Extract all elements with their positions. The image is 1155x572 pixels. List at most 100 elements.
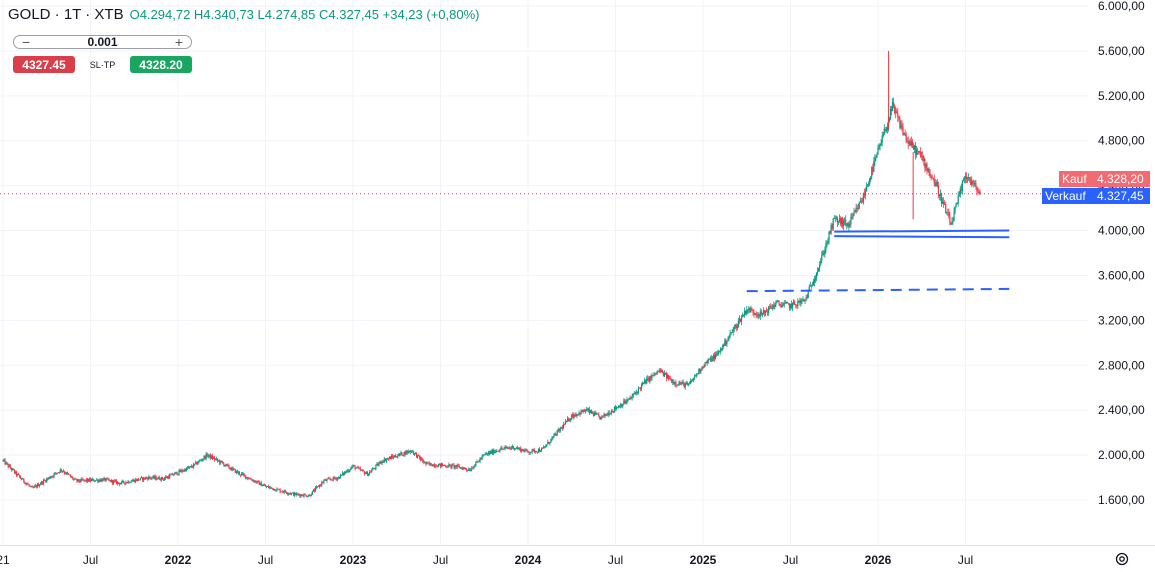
candle-body — [113, 480, 116, 482]
settings-gear-icon[interactable] — [1114, 551, 1130, 567]
support-trendline — [834, 229, 1010, 233]
candle-body — [232, 467, 234, 470]
candle-body — [494, 451, 496, 454]
sl-tp-button[interactable]: SL·TP — [89, 59, 116, 70]
candle-body — [713, 355, 716, 360]
candle-body — [834, 218, 836, 219]
decrease-quantity-button[interactable]: − — [22, 34, 31, 50]
candle-body — [835, 217, 837, 219]
x-tick-label: 2024 — [515, 553, 542, 567]
sell-button[interactable]: 4327.45 — [13, 56, 75, 73]
buy-button[interactable]: 4328.20 — [130, 56, 192, 73]
candle-body — [344, 472, 346, 475]
candle-body — [771, 307, 773, 309]
candle-body — [920, 151, 922, 157]
candle-body — [428, 462, 430, 465]
candle-body — [95, 480, 97, 482]
candle-body — [916, 150, 919, 151]
candle-body — [509, 447, 511, 449]
candle-body — [556, 431, 558, 436]
candle-body — [78, 479, 80, 482]
candle-body — [527, 450, 529, 452]
candle-body — [288, 493, 291, 495]
quantity-value[interactable]: 0.001 — [87, 35, 118, 49]
candle-body — [409, 450, 411, 453]
candle-body — [586, 409, 588, 411]
candle-body — [11, 468, 13, 470]
x-tick-label: 2022 — [165, 553, 192, 567]
candle-body — [796, 304, 798, 307]
candle-body — [221, 460, 223, 462]
candle-body — [212, 457, 215, 459]
candle-body — [329, 478, 331, 480]
candle-body — [859, 200, 861, 203]
candle-body — [22, 478, 24, 480]
candle-body — [38, 484, 41, 487]
candle-body — [286, 493, 288, 495]
candle-body — [672, 381, 674, 383]
candle-body — [669, 378, 671, 380]
candle-body — [512, 446, 515, 450]
candle-body — [775, 301, 777, 305]
symbol-title[interactable]: GOLD · 1T · XTB — [8, 5, 124, 23]
candle-body — [83, 479, 85, 481]
candle-body — [962, 180, 965, 182]
candle-body — [396, 456, 398, 458]
candle-body — [223, 463, 225, 466]
candle-body — [544, 446, 546, 448]
candle-body — [354, 465, 356, 469]
candle-body — [289, 493, 292, 495]
candle-body — [143, 477, 145, 481]
y-tick-label: 2.000,00 — [1098, 448, 1145, 462]
candle-body — [694, 375, 696, 378]
candle-body — [540, 448, 543, 452]
candle-body — [124, 482, 126, 484]
candle-body — [253, 480, 255, 482]
sell-price-label: Verkauf — [1042, 188, 1094, 204]
candle-body — [474, 464, 476, 467]
candle-body — [72, 477, 74, 480]
candle-body — [827, 240, 829, 243]
candle-body — [311, 491, 313, 495]
candle-body — [963, 178, 966, 181]
candle-body — [195, 462, 197, 464]
candle-body — [452, 464, 454, 466]
quantity-stepper[interactable]: − 0.001 + — [13, 35, 192, 49]
candle-body — [932, 177, 934, 179]
candle-body — [640, 384, 643, 389]
candle-body — [203, 456, 205, 459]
candle-body — [639, 387, 642, 389]
candle-body — [785, 301, 787, 304]
candle-body — [9, 465, 11, 469]
candle-body — [513, 448, 516, 450]
x-tick-label: Jul — [258, 553, 273, 567]
candle-body — [918, 150, 920, 153]
candle-body — [35, 485, 37, 488]
candle-body — [975, 183, 977, 188]
candle-body — [352, 465, 354, 468]
candle-body — [26, 483, 28, 485]
y-tick-label: 5.600,00 — [1098, 44, 1145, 58]
candle-body — [898, 117, 900, 118]
candle-body — [568, 418, 570, 422]
y-tick-label: 2.400,00 — [1098, 403, 1145, 417]
candle-body — [275, 490, 277, 492]
candle-body — [720, 348, 722, 353]
candle-body — [381, 461, 383, 464]
candle-body — [377, 463, 379, 466]
candle-body — [156, 478, 158, 480]
candle-body — [533, 449, 535, 453]
increase-quantity-button[interactable]: + — [174, 34, 183, 50]
candle-body — [683, 382, 685, 388]
resistance-line-dashed — [746, 287, 1010, 293]
candle-body — [137, 478, 140, 481]
candle-body — [516, 447, 519, 450]
candle-body — [239, 474, 242, 476]
candle-body — [316, 486, 319, 487]
candle-body — [256, 481, 258, 483]
candle-body — [705, 362, 707, 364]
candle-body — [861, 201, 863, 203]
candle-body — [391, 456, 394, 457]
candle-body — [756, 315, 758, 317]
